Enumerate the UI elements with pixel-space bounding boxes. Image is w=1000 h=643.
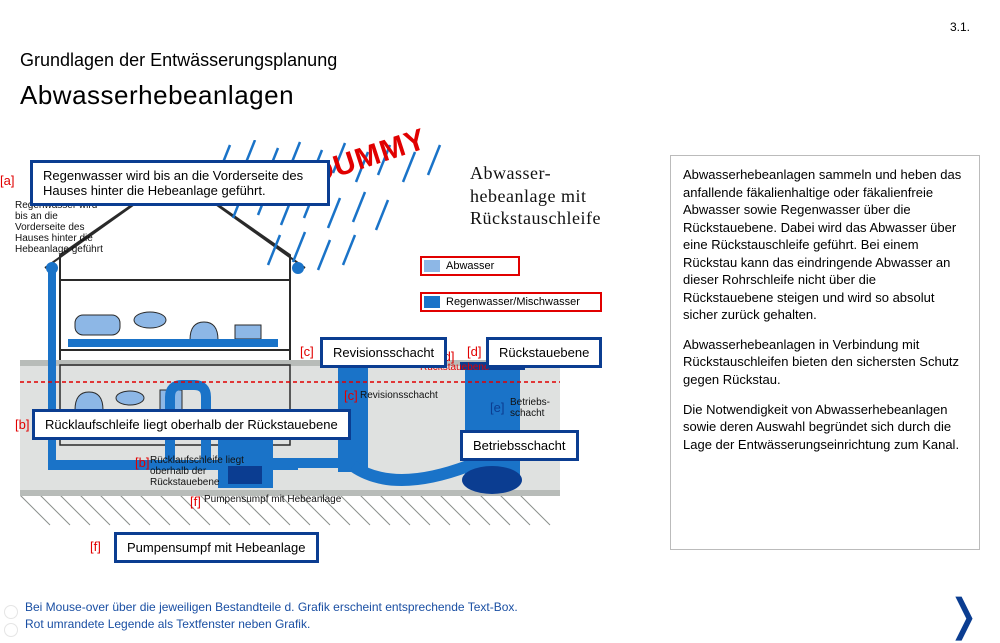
- callout-e[interactable]: Betriebsschacht: [460, 430, 579, 461]
- side-text-panel: Abwasserhebeanlagen sammeln und heben da…: [670, 155, 980, 550]
- corner-icon-2[interactable]: [4, 623, 18, 637]
- callout-c[interactable]: Revisionsschacht: [320, 337, 447, 368]
- legend-abwasser[interactable]: Abwasser: [420, 256, 520, 276]
- ilabel-e: Betriebs-schacht: [510, 397, 565, 419]
- legend-label-regen: Regenwasser/Mischwasser: [446, 296, 580, 308]
- ilabel-a: Regenwasser wird bis an die Vorderseite …: [15, 200, 110, 255]
- callout-d[interactable]: Rückstauebene: [486, 337, 602, 368]
- footer-line1: Bei Mouse-over über die jeweiligen Besta…: [25, 599, 725, 616]
- legend-label-abwasser: Abwasser: [446, 260, 494, 272]
- diagram-title-l2: hebeanlage mit: [470, 185, 601, 208]
- pre-title: Grundlagen der Entwässerungsplanung: [20, 50, 337, 71]
- marker-f2: [f]: [190, 494, 201, 509]
- diagram-title-l1: Abwasser-: [470, 162, 601, 185]
- marker-d2: [d]: [467, 344, 481, 359]
- marker-c: [c]: [300, 344, 314, 359]
- next-button[interactable]: ❭: [945, 594, 982, 638]
- marker-c2: [c]: [344, 388, 358, 403]
- page-number: 3.1.: [950, 20, 970, 34]
- diagram-title: Abwasser- hebeanlage mit Rückstauschleif…: [470, 162, 601, 230]
- legend-regen[interactable]: Regenwasser/Mischwasser: [420, 292, 602, 312]
- marker-b: [b]: [15, 417, 29, 432]
- marker-b2: [b]: [135, 455, 149, 470]
- ilabel-b: Rücklaufschleife liegt oberhalb der Rück…: [150, 455, 260, 488]
- footer-line2: Rot umrandete Legende als Textfenster ne…: [25, 616, 725, 633]
- callout-f[interactable]: Pumpensumpf mit Hebeanlage: [114, 532, 319, 563]
- side-text-p2: Abwasserhebeanlagen in Verbindung mit Rü…: [683, 336, 967, 389]
- legend-swatch-regen: [424, 296, 440, 308]
- marker-f: [f]: [90, 539, 101, 554]
- corner-icon-1[interactable]: [4, 605, 18, 619]
- diagram-title-l3: Rückstauschleife: [470, 207, 601, 230]
- side-text-p3: Die Notwendigkeit von Abwasserhebeanlage…: [683, 401, 967, 454]
- footer-note: Bei Mouse-over über die jeweiligen Besta…: [25, 599, 725, 633]
- ilabel-f: Pumpensumpf mit Hebeanlage: [204, 494, 341, 505]
- diagram-canvas: Abwasser- hebeanlage mit Rückstauschleif…: [20, 140, 650, 560]
- page-title: Abwasserhebeanlagen: [20, 80, 294, 111]
- callout-a[interactable]: Regenwasser wird bis an die Vorderseite …: [30, 160, 330, 206]
- side-text-p1: Abwasserhebeanlagen sammeln und heben da…: [683, 166, 967, 324]
- marker-a: [a]: [0, 173, 14, 188]
- marker-e-on: [e]: [490, 400, 504, 415]
- callout-b[interactable]: Rücklaufschleife liegt oberhalb der Rück…: [32, 409, 351, 440]
- legend-swatch-abwasser: [424, 260, 440, 272]
- ilabel-c: Revisionsschacht: [360, 390, 438, 401]
